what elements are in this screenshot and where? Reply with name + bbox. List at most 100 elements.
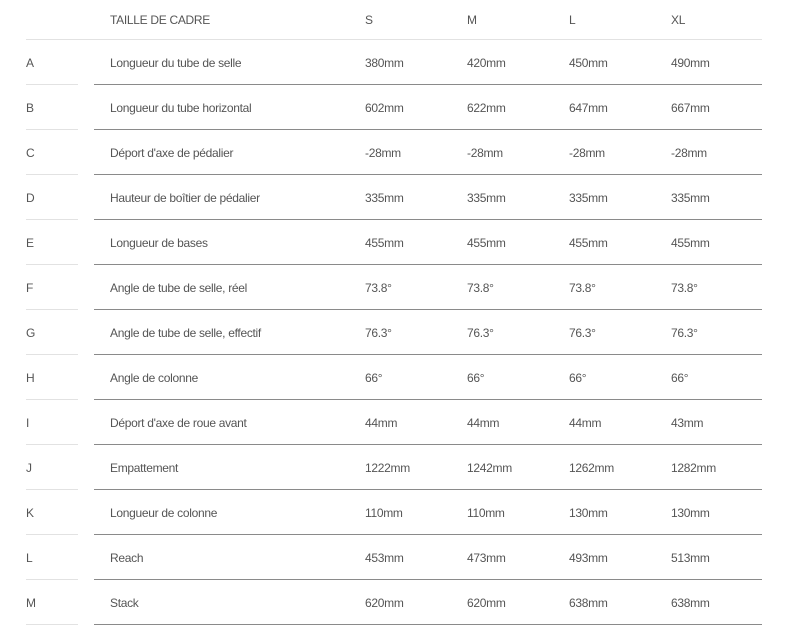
row-key: G — [26, 325, 36, 340]
value-m: 420mm — [467, 55, 506, 70]
value-m: 1242mm — [467, 460, 512, 475]
table-row: I Déport d'axe de roue avant 44mm 44mm 44mm 4… — [0, 400, 789, 445]
table-row: A Longueur du tube de selle 380mm 420mm 450m… — [0, 40, 789, 85]
key-divider — [26, 489, 78, 490]
key-divider — [26, 624, 78, 625]
value-s: -28mm — [365, 145, 401, 160]
value-s: 1222mm — [365, 460, 410, 475]
value-xl: 335mm — [671, 190, 710, 205]
row-label: Longueur de colonne — [110, 505, 218, 520]
value-l: 455mm — [569, 235, 608, 250]
value-s: 110mm — [365, 505, 403, 520]
row-key: K — [26, 505, 34, 520]
table-row: D Hauteur de boîtier de pédalier 335mm 335m… — [0, 175, 789, 220]
table-row: E Longueur de bases 455mm 455mm 455mm 455mm — [0, 220, 789, 265]
key-divider — [26, 84, 78, 85]
header-frame-size: TAILLE DE CADRE — [110, 13, 210, 27]
value-xl: 667mm — [671, 100, 710, 115]
value-m: 455mm — [467, 235, 506, 250]
value-l: 493mm — [569, 550, 608, 565]
value-s: 620mm — [365, 595, 404, 610]
value-m: -28mm — [467, 145, 503, 160]
key-divider — [26, 354, 78, 355]
value-m: 44mm — [467, 415, 500, 430]
value-xl: 43mm — [671, 415, 704, 430]
row-label: Stack — [110, 595, 139, 610]
row-divider — [94, 489, 762, 490]
row-label: Angle de colonne — [110, 370, 198, 385]
header-size-xl: XL — [671, 13, 686, 27]
value-s: 76.3° — [365, 325, 392, 340]
table-row: J Empattement 1222mm 1242mm 1262mm 1282mm — [0, 445, 789, 490]
row-divider — [94, 399, 762, 400]
row-label: Hauteur de boîtier de pédalier — [110, 190, 260, 205]
table-row: M Stack 620mm 620mm 638mm 638mm — [0, 580, 789, 625]
row-key: C — [26, 145, 35, 160]
row-key: D — [26, 190, 35, 205]
table-row: G Angle de tube de selle, effectif 76.3° 76… — [0, 310, 789, 355]
value-l: 450mm — [569, 55, 608, 70]
value-xl: 73.8° — [671, 280, 698, 295]
row-label: Déport d'axe de roue avant — [110, 415, 247, 430]
row-key: H — [26, 370, 35, 385]
header-divider — [26, 39, 762, 40]
row-label: Longueur du tube de selle — [110, 55, 242, 70]
header-size-l: L — [569, 13, 576, 27]
value-s: 73.8° — [365, 280, 392, 295]
value-xl: 130mm — [671, 505, 710, 520]
row-divider — [94, 219, 762, 220]
value-l: 130mm — [569, 505, 608, 520]
value-l: 638mm — [569, 595, 608, 610]
row-divider — [94, 534, 762, 535]
row-divider — [94, 129, 762, 130]
row-key: B — [26, 100, 34, 115]
value-xl: 1282mm — [671, 460, 716, 475]
value-s: 380mm — [365, 55, 404, 70]
value-l: 1262mm — [569, 460, 614, 475]
value-m: 110mm — [467, 505, 505, 520]
row-key: I — [26, 415, 30, 430]
row-label: Angle de tube de selle, effectif — [110, 325, 261, 340]
key-divider — [26, 534, 78, 535]
row-key: F — [26, 280, 34, 295]
key-divider — [26, 309, 78, 310]
row-divider — [94, 444, 762, 445]
row-key: J — [26, 460, 32, 475]
value-s: 66° — [365, 370, 383, 385]
table-row: B Longueur du tube horizontal 602mm 622mm 64… — [0, 85, 789, 130]
row-label: Angle de tube de selle, réel — [110, 280, 248, 295]
table-row: K Longueur de colonne 110mm 110mm 130mm 130mm — [0, 490, 789, 535]
row-label: Déport d'axe de pédalier — [110, 145, 234, 160]
value-s: 335mm — [365, 190, 404, 205]
table-row: F Angle de tube de selle, réel 73.8° 73.8° 7… — [0, 265, 789, 310]
row-divider — [94, 84, 762, 85]
value-l: 73.8° — [569, 280, 596, 295]
value-s: 455mm — [365, 235, 404, 250]
value-l: 335mm — [569, 190, 608, 205]
header-size-m: M — [467, 13, 477, 27]
value-l: 44mm — [569, 415, 602, 430]
value-xl: 76.3° — [671, 325, 698, 340]
table-row: H Angle de colonne 66° 66° 66° 66° — [0, 355, 789, 400]
row-label: Longueur de bases — [110, 235, 208, 250]
value-m: 73.8° — [467, 280, 494, 295]
row-key: E — [26, 235, 34, 250]
value-m: 473mm — [467, 550, 506, 565]
row-key: A — [26, 55, 34, 70]
key-divider — [26, 399, 78, 400]
value-xl: 638mm — [671, 595, 710, 610]
row-divider — [94, 174, 762, 175]
value-s: 453mm — [365, 550, 404, 565]
value-m: 335mm — [467, 190, 506, 205]
key-divider — [26, 129, 78, 130]
row-label: Reach — [110, 550, 144, 565]
key-divider — [26, 219, 78, 220]
value-l: 647mm — [569, 100, 608, 115]
key-divider — [26, 174, 78, 175]
row-divider — [94, 579, 762, 580]
row-divider — [94, 264, 762, 265]
key-divider — [26, 264, 78, 265]
value-m: 620mm — [467, 595, 506, 610]
header-size-s: S — [365, 13, 373, 27]
value-m: 76.3° — [467, 325, 494, 340]
